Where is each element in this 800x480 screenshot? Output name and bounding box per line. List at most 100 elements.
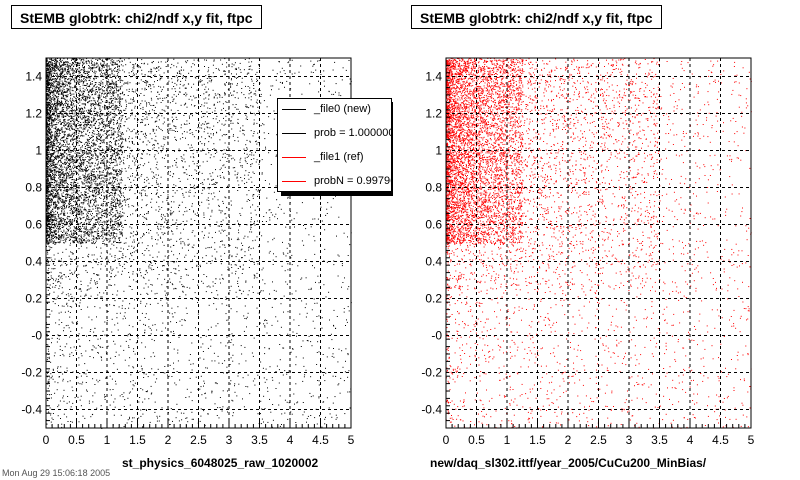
scatter-point (82, 170, 84, 172)
scatter-point (52, 92, 53, 94)
scatter-point (129, 147, 131, 149)
scatter-point (93, 223, 95, 225)
scatter-point (110, 60, 112, 62)
scatter-point (69, 166, 71, 168)
scatter-point (105, 175, 107, 176)
scatter-point (53, 254, 55, 256)
scatter-point (48, 68, 50, 70)
scatter-point (70, 110, 72, 112)
scatter-point (79, 69, 81, 71)
scatter-point (89, 124, 91, 126)
scatter-point (105, 77, 107, 79)
scatter-point (139, 138, 141, 140)
scatter-point (60, 112, 62, 114)
scatter-point (103, 67, 105, 68)
scatter-point (95, 63, 97, 65)
scatter-point (144, 87, 146, 89)
scatter-point (53, 112, 55, 114)
scatter-point (83, 124, 85, 126)
scatter-point (108, 241, 110, 243)
scatter-point (189, 147, 191, 149)
scatter-point (94, 147, 96, 149)
scatter-point (96, 231, 98, 233)
scatter-point (59, 241, 61, 243)
scatter-point (46, 70, 48, 72)
scatter-point (74, 58, 76, 60)
scatter-point (60, 230, 62, 232)
scatter-point (113, 90, 115, 92)
scatter-point (47, 203, 49, 205)
scatter-point (108, 230, 110, 232)
scatter-point (163, 226, 165, 228)
scatter-point (68, 197, 70, 198)
scatter-point (73, 149, 75, 151)
scatter-point (51, 71, 53, 73)
scatter-point (105, 146, 107, 147)
scatter-point (106, 225, 108, 226)
scatter-point (64, 150, 66, 152)
scatter-point (52, 134, 54, 136)
scatter-point (115, 81, 117, 83)
scatter-point (74, 218, 76, 220)
scatter-point (257, 106, 259, 108)
scatter-point (48, 96, 50, 98)
scatter-point (252, 286, 253, 288)
scatter-point (121, 179, 122, 181)
scatter-point (158, 185, 160, 187)
scatter-point (98, 161, 100, 163)
scatter-point (94, 124, 95, 126)
scatter-point (75, 97, 77, 99)
scatter-point (58, 116, 60, 118)
scatter-point (83, 234, 85, 236)
scatter-point (95, 103, 97, 105)
scatter-point (57, 130, 59, 132)
scatter-point (79, 88, 81, 90)
scatter-point (63, 156, 65, 158)
scatter-point (104, 124, 106, 126)
scatter-point (77, 182, 79, 184)
scatter-point (71, 205, 73, 207)
scatter-point (70, 197, 72, 199)
scatter-point (84, 209, 86, 211)
scatter-point (67, 175, 69, 177)
scatter-point (60, 239, 62, 241)
scatter-point (55, 139, 57, 140)
scatter-point (204, 144, 205, 146)
scatter-point (59, 134, 61, 136)
scatter-point (66, 91, 68, 93)
scatter-point (83, 222, 85, 224)
scatter-point (100, 95, 102, 97)
scatter-point (105, 204, 107, 206)
scatter-point (115, 188, 117, 190)
scatter-point (59, 64, 61, 66)
scatter-point (84, 120, 86, 122)
scatter-point (50, 76, 52, 78)
scatter-point (70, 235, 72, 237)
scatter-point (68, 173, 70, 175)
scatter-point (101, 231, 103, 233)
scatter-point (79, 90, 81, 92)
scatter-point (73, 229, 74, 231)
scatter-point (102, 162, 103, 164)
scatter-point (120, 170, 122, 172)
scatter-point (117, 63, 118, 65)
scatter-point (107, 221, 109, 222)
scatter-point (66, 196, 68, 198)
scatter-point (112, 188, 114, 190)
scatter-point (58, 78, 60, 80)
scatter-point (83, 70, 85, 71)
scatter-point (76, 69, 78, 71)
scatter-point (114, 115, 116, 117)
scatter-point (250, 91, 252, 93)
scatter-point (88, 159, 90, 161)
scatter-point (48, 204, 50, 206)
scatter-point (54, 229, 56, 231)
scatter-point (47, 138, 49, 140)
scatter-point (95, 198, 97, 200)
scatter-point (70, 135, 72, 137)
scatter-point (108, 183, 109, 185)
scatter-point (190, 218, 192, 220)
scatter-point (203, 98, 205, 100)
scatter-point (63, 236, 65, 238)
scatter-point (137, 205, 139, 207)
